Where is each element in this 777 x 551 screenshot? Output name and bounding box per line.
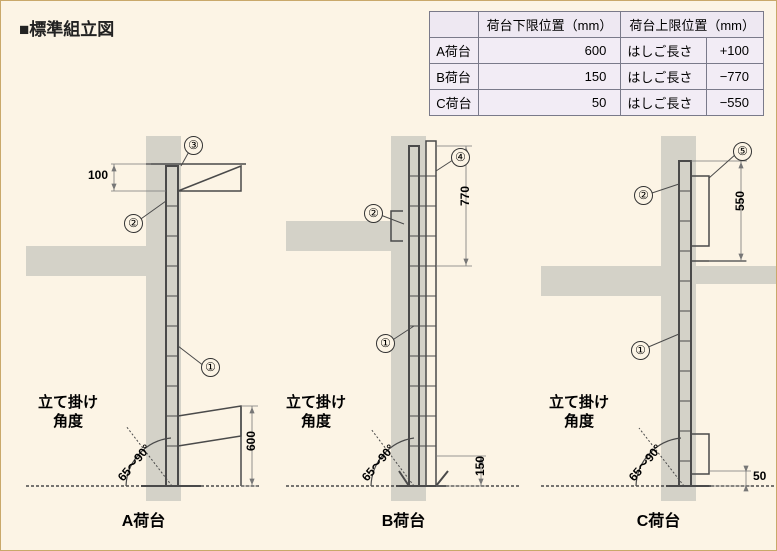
- row-lower: 600: [478, 38, 621, 64]
- dim-c-top: 550: [733, 191, 747, 211]
- dim-c-bottom: 50: [753, 469, 766, 483]
- dim-b-top: 770: [458, 186, 472, 206]
- angle-label-b: 立て掛け 角度: [286, 394, 346, 432]
- dim-b-bottom: 150: [473, 456, 487, 476]
- row-upper-lbl: はしご長さ: [621, 38, 706, 64]
- callout-c-2: ②: [634, 186, 653, 205]
- callout-a-1: ①: [201, 358, 220, 377]
- page-title: ■標準組立図: [19, 15, 114, 40]
- panel-c: 550 50 ⑤ ② ① 立て掛け 角度 65〜90° C荷台: [541, 136, 776, 531]
- row-upper-lbl: はしご長さ: [621, 90, 706, 116]
- th-upper: 荷台上限位置（mm）: [621, 12, 764, 38]
- callout-c-1: ①: [631, 341, 650, 360]
- th-blank: [430, 12, 478, 38]
- angle-label-a: 立て掛け 角度: [38, 394, 98, 432]
- row-upper-lbl: はしご長さ: [621, 64, 706, 90]
- table-row: B荷台 150 はしご長さ −770: [430, 64, 764, 90]
- caption-b: B荷台: [286, 507, 521, 531]
- dim-a-top: 100: [88, 168, 108, 182]
- callout-c-5: ⑤: [733, 142, 752, 161]
- dim-a-bottom: 600: [244, 431, 258, 451]
- row-lower: 50: [478, 90, 621, 116]
- th-lower: 荷台下限位置（mm）: [478, 12, 621, 38]
- table-row: C荷台 50 はしご長さ −550: [430, 90, 764, 116]
- row-lower: 150: [478, 64, 621, 90]
- row-label: B荷台: [430, 64, 478, 90]
- callout-b-2: ②: [364, 204, 383, 223]
- row-label: A荷台: [430, 38, 478, 64]
- svg-b: [286, 136, 521, 506]
- callout-b-1: ①: [376, 334, 395, 353]
- limits-table: 荷台下限位置（mm） 荷台上限位置（mm） A荷台 600 はしご長さ +100…: [429, 11, 764, 116]
- row-upper-val: +100: [706, 38, 763, 64]
- callout-a-2: ②: [124, 214, 143, 233]
- panel-b: 770 150 ④ ② ① 立て掛け 角度 65〜90° B荷台: [286, 136, 521, 531]
- caption-c: C荷台: [541, 507, 776, 531]
- row-upper-val: −550: [706, 90, 763, 116]
- angle-label-c: 立て掛け 角度: [549, 394, 609, 432]
- callout-a-3: ③: [184, 136, 203, 155]
- row-label: C荷台: [430, 90, 478, 116]
- caption-a: A荷台: [26, 507, 261, 531]
- table-row: A荷台 600 はしご長さ +100: [430, 38, 764, 64]
- panel-a: 100 600 ③ ② ① 立て掛け 角度 65〜90° A荷台: [26, 136, 261, 531]
- diagram-area: 100 600 ③ ② ① 立て掛け 角度 65〜90° A荷台: [1, 136, 776, 536]
- row-upper-val: −770: [706, 64, 763, 90]
- callout-b-4: ④: [451, 148, 470, 167]
